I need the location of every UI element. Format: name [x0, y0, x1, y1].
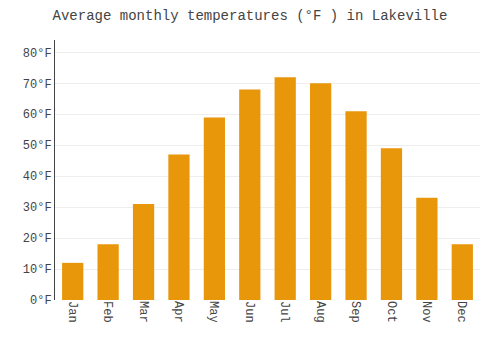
svg-text:50°F: 50°F [23, 139, 52, 153]
svg-text:Aug: Aug [313, 301, 327, 323]
svg-text:Nov: Nov [419, 301, 433, 323]
svg-text:Dec: Dec [454, 301, 468, 323]
svg-text:20°F: 20°F [23, 232, 52, 246]
svg-text:Apr: Apr [171, 301, 185, 323]
svg-text:40°F: 40°F [23, 170, 52, 184]
svg-text:70°F: 70°F [23, 78, 52, 92]
svg-text:80°F: 80°F [23, 47, 52, 61]
svg-text:Average monthly temperatures (: Average monthly temperatures (°F ) in La… [53, 8, 448, 24]
svg-text:Sep: Sep [348, 301, 362, 323]
svg-text:Jul: Jul [277, 301, 291, 323]
svg-text:Feb: Feb [100, 301, 114, 323]
svg-text:Jan: Jan [65, 301, 79, 323]
svg-text:Mar: Mar [136, 301, 150, 323]
svg-text:0°F: 0°F [30, 294, 52, 308]
svg-text:10°F: 10°F [23, 263, 52, 277]
svg-text:Jun: Jun [242, 301, 256, 323]
svg-text:60°F: 60°F [23, 108, 52, 122]
svg-text:30°F: 30°F [23, 201, 52, 215]
svg-text:May: May [206, 301, 220, 323]
svg-text:Oct: Oct [384, 301, 398, 323]
